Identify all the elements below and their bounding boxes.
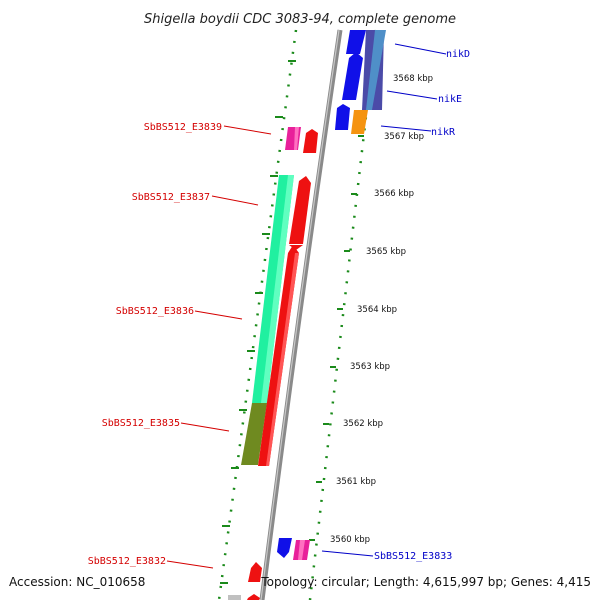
ruler-label-3567: 3567 kbp: [384, 132, 424, 142]
gene-E3836-feature: [241, 175, 294, 465]
ruler-label-3568: 3568 kbp: [393, 74, 433, 84]
gene-labels: nikD nikE nikR SbBS512_E3839 SbBS512_E38…: [88, 49, 470, 567]
gene-label-E3832[interactable]: SbBS512_E3832: [88, 556, 166, 567]
topology-text: Topology: circular; Length: 4,615,997 bp…: [260, 575, 591, 589]
ruler-label-3565: 3565 kbp: [366, 247, 406, 257]
accession-text: Accession: NC_010658: [9, 575, 145, 589]
map-title: Shigella boydii CDC 3083-94, complete ge…: [144, 12, 456, 27]
ruler-label-3562: 3562 kbp: [343, 419, 383, 429]
ruler-label-3560: 3560 kbp: [330, 535, 370, 545]
gene-label-E3837[interactable]: SbBS512_E3837: [132, 192, 210, 203]
gene-E3832-features: [228, 562, 262, 600]
gene-E3839-features: [285, 127, 318, 153]
gene-label-E3835[interactable]: SbBS512_E3835: [102, 418, 180, 429]
inner-tick-track: [217, 29, 378, 600]
genome-backbone: [259, 29, 343, 600]
nik-gene-cluster: [335, 30, 386, 134]
ruler-labels: 3568 kbp 3567 kbp 3566 kbp 3565 kbp 3564…: [330, 74, 433, 545]
ruler-label-3561: 3561 kbp: [336, 477, 376, 487]
gene-label-E3833[interactable]: SbBS512_E3833: [374, 551, 452, 562]
gene-label-nikR[interactable]: nikR: [431, 127, 456, 138]
ruler-label-3563: 3563 kbp: [350, 362, 390, 372]
label-leaders: [166, 43, 447, 569]
gene-E3833-features: [277, 538, 310, 560]
gene-label-nikD[interactable]: nikD: [446, 49, 470, 60]
gene-label-nikE[interactable]: nikE: [438, 94, 462, 105]
left-major-ticks: [220, 60, 296, 584]
gene-label-E3839[interactable]: SbBS512_E3839: [144, 122, 222, 133]
ruler-label-3566: 3566 kbp: [374, 189, 414, 199]
ruler-label-3564: 3564 kbp: [357, 305, 397, 315]
gene-label-E3836[interactable]: SbBS512_E3836: [116, 306, 194, 317]
gene-E3835-feature: [258, 245, 299, 466]
